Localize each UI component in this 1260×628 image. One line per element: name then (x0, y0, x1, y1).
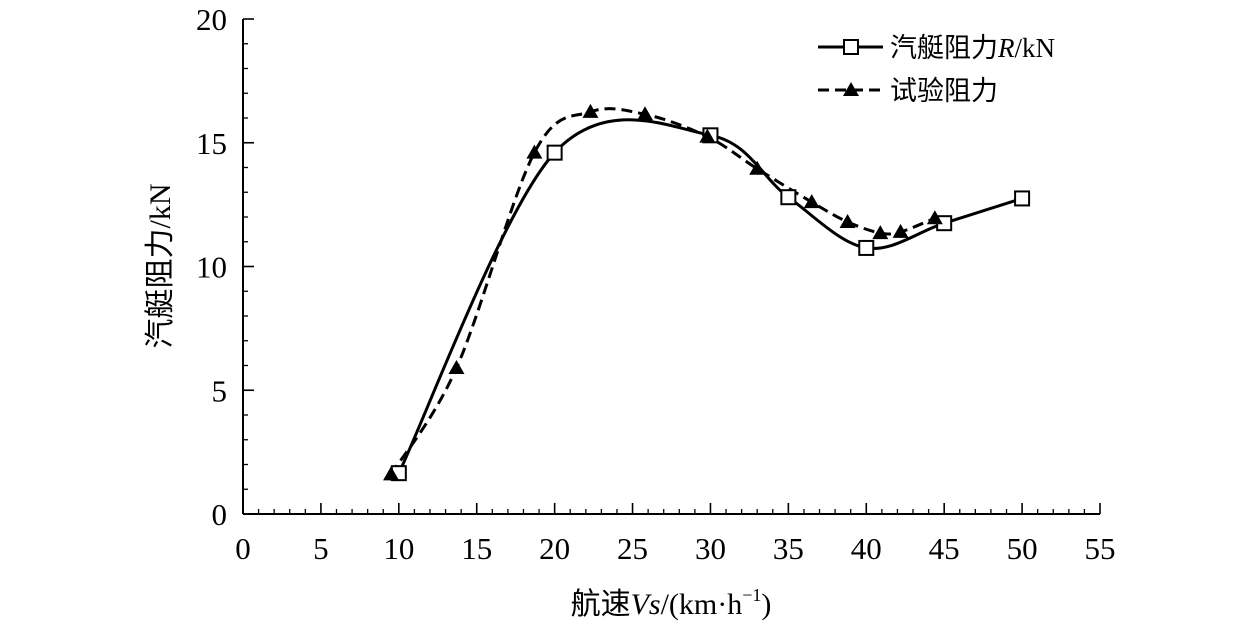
x-tick-label: 55 (1085, 531, 1116, 566)
x-tick-label: 0 (235, 531, 251, 566)
series-markers (383, 103, 1031, 482)
x-tick-label: 20 (539, 531, 570, 566)
y-tick-label: 5 (212, 373, 228, 408)
legend-item-model: 汽艇阻力R/kN (818, 33, 1055, 63)
legend-label-test: 试验阻力 (890, 76, 998, 106)
data-point-triangle (383, 466, 400, 481)
data-point-triangle (803, 194, 820, 209)
x-tick-label: 50 (1007, 531, 1038, 566)
data-point-triangle (872, 225, 889, 240)
minor-ticks (243, 43, 1086, 514)
data-point-triangle (699, 128, 716, 143)
x-tick-label: 45 (929, 531, 960, 566)
y-tick-label: 15 (196, 126, 227, 161)
y-axis-label: 汽艇阻力/kN (144, 184, 177, 349)
series-line-2 (389, 107, 936, 476)
series-line-1 (397, 118, 1023, 474)
plot-area: 0 5 10 15 20 25 30 35 40 45 50 55 0 5 10 15 20 (196, 2, 1116, 566)
x-axis-label: 航速Vs/(km·h−1) (571, 585, 772, 621)
series-lines (389, 107, 1023, 476)
y-tick-label: 0 (212, 497, 228, 532)
data-point-triangle (839, 213, 856, 228)
x-tick-label: 10 (383, 531, 414, 566)
data-point-square (1014, 190, 1031, 207)
x-tick-label: 25 (617, 531, 648, 566)
y-tick-label: 10 (196, 250, 227, 285)
y-tick-labels: 0 5 10 15 20 (196, 2, 227, 532)
data-point-triangle (749, 160, 766, 175)
data-point-square (780, 189, 797, 206)
data-point-triangle (892, 223, 909, 238)
x-tick-labels: 0 5 10 15 20 25 30 35 40 45 50 55 (235, 531, 1115, 566)
data-point-triangle (448, 359, 465, 374)
x-tick-label: 5 (313, 531, 329, 566)
data-point-square (546, 144, 563, 161)
x-tick-label: 35 (773, 531, 804, 566)
data-point-triangle (926, 210, 943, 225)
data-point-square (858, 239, 875, 256)
data-point-triangle (582, 103, 599, 118)
data-point-triangle (526, 144, 543, 159)
x-tick-label: 15 (461, 531, 492, 566)
x-tick-label: 30 (695, 531, 726, 566)
legend-item-test: 试验阻力 (818, 76, 998, 106)
y-tick-label: 20 (196, 2, 227, 37)
data-point-triangle (637, 106, 654, 121)
legend-square-marker (843, 39, 859, 55)
legend-label-model: 汽艇阻力R/kN (890, 33, 1055, 63)
legend-triangle-marker (843, 82, 859, 96)
x-tick-label: 40 (851, 531, 882, 566)
legend: 汽艇阻力R/kN 试验阻力 (818, 33, 1055, 106)
